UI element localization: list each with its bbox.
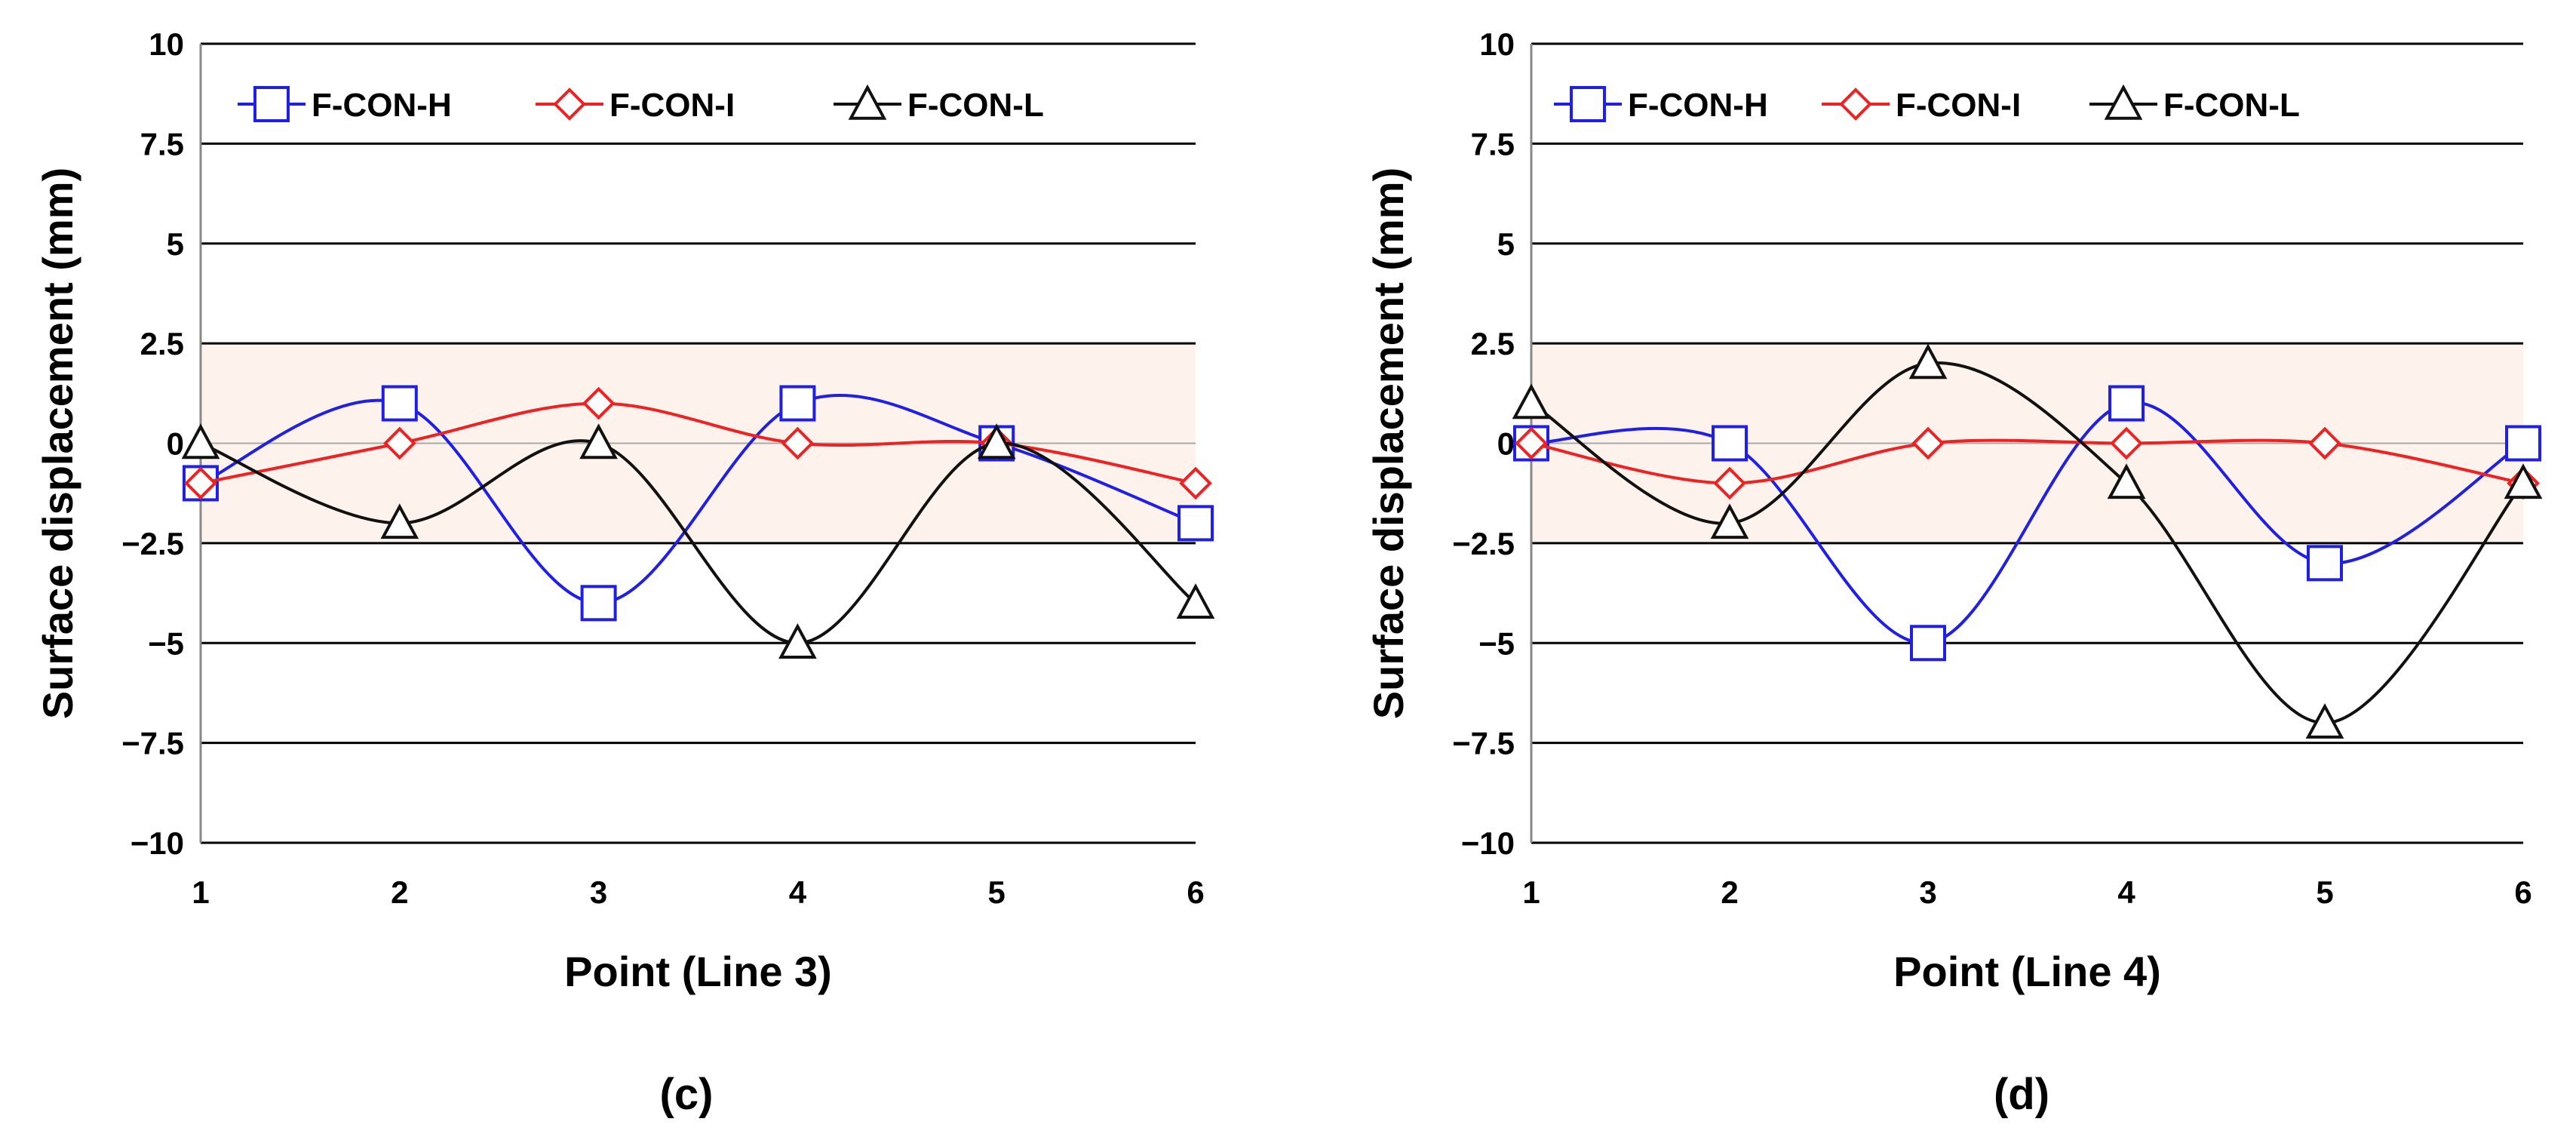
x-tick-label: 3 [590, 874, 607, 910]
data-point-f-con-h [1712, 425, 1748, 462]
series-line-f-con-i [1531, 438, 2524, 485]
data-point-f-con-l [181, 423, 220, 459]
legend-marker [848, 84, 887, 120]
x-tick-label: 5 [2316, 874, 2333, 910]
series-line-f-con-l [1530, 361, 2525, 725]
legend-label: F-CON-I [609, 87, 735, 124]
data-point-f-con-i [184, 466, 217, 500]
x-tick-label: 1 [192, 874, 209, 910]
chart-panel-1: 10 7.5 5 2.5 0 −2.5 −5 −7.5 −101 2 3 4 5 6 Point (Line… [34, 26, 1215, 1119]
data-point-f-con-i [2110, 426, 2143, 460]
data-point-f-con-l [579, 423, 618, 459]
legend-marker [2104, 84, 2143, 120]
data-point-f-con-l [977, 423, 1016, 459]
data-point-f-con-h [1910, 625, 1946, 662]
y-tick-label: 7.5 [1471, 126, 1515, 161]
data-point-f-con-i [382, 426, 416, 460]
legend-label: F-CON-L [2163, 87, 2300, 124]
x-tick-label: 6 [2514, 874, 2531, 910]
panel-label: (c) [660, 1070, 714, 1119]
x-tick-label: 1 [1522, 874, 1540, 910]
y-tick-label: −10 [130, 825, 184, 861]
y-tick-label: −7.5 [121, 726, 184, 761]
y-tick-label: −5 [1478, 625, 1515, 661]
legend-entry-f-con-l: F-CON-L [834, 84, 1044, 124]
data-point-f-con-l [1908, 343, 1948, 380]
y-tick-label: 0 [1497, 426, 1515, 462]
legend-entry-f-con-h: F-CON-H [1554, 86, 1768, 124]
y-axis-title: Surface displacement (mm) [34, 167, 81, 719]
data-point-f-con-l [380, 503, 419, 539]
legend-entry-f-con-h: F-CON-H [238, 86, 452, 124]
data-point-f-con-i [1179, 466, 1212, 500]
x-tick-label: 2 [1721, 874, 1738, 910]
data-point-f-con-l [1512, 383, 1551, 420]
data-point-f-con-h [1177, 505, 1214, 542]
y-tick-label: 2.5 [1471, 326, 1515, 361]
data-point-f-con-h [2307, 545, 2343, 582]
y-tick-label: −5 [148, 625, 184, 661]
data-point-f-con-i [1515, 426, 1548, 460]
data-point-f-con-h [2505, 425, 2541, 462]
y-tick-label: −2.5 [1452, 526, 1515, 561]
data-point-f-con-i [781, 426, 815, 460]
legend-label: F-CON-H [1628, 87, 1768, 124]
legend-marker [253, 86, 290, 122]
data-point-f-con-i [1713, 466, 1746, 500]
y-tick-label: 5 [167, 226, 184, 262]
x-axis-title: Point (Line 3) [564, 948, 832, 995]
x-axis-title: Point (Line 4) [1893, 948, 2161, 995]
y-tick-label: 10 [149, 26, 184, 62]
legend-label: F-CON-H [312, 87, 452, 124]
legend-label: F-CON-I [1896, 87, 2021, 124]
data-point-f-con-l [2305, 702, 2344, 739]
data-point-f-con-i [582, 386, 616, 420]
data-point-f-con-h [580, 585, 617, 622]
data-point-f-con-l [778, 623, 817, 659]
x-tick-label: 6 [1187, 874, 1204, 910]
chart-panel-2: 10 7.5 5 2.5 0 −2.5 −5 −7.5 −101 2 3 4 5 6 Point (Line… [1365, 26, 2543, 1119]
data-point-f-con-i [1911, 426, 1945, 460]
y-axis-title: Surface displacement (mm) [1365, 167, 1412, 719]
data-point-f-con-l [2107, 463, 2146, 499]
x-tick-label: 4 [789, 874, 807, 910]
y-tick-label: 2.5 [140, 326, 184, 361]
data-point-f-con-h [2108, 385, 2145, 422]
data-point-f-con-l [1176, 583, 1215, 619]
legend-marker [1839, 88, 1872, 121]
legend-entry-f-con-i: F-CON-I [536, 87, 735, 124]
x-tick-label: 4 [2117, 874, 2135, 910]
legend-label: F-CON-L [907, 87, 1044, 124]
data-point-f-con-h [779, 385, 816, 422]
y-tick-label: 0 [167, 426, 184, 462]
legend-entry-f-con-l: F-CON-L [2089, 84, 2300, 124]
y-tick-label: 7.5 [140, 126, 184, 161]
panel-label: (d) [1994, 1070, 2049, 1119]
y-tick-label: 5 [1497, 226, 1515, 262]
data-point-f-con-i [2308, 426, 2341, 460]
y-tick-label: −7.5 [1452, 726, 1515, 761]
legend-marker [553, 88, 586, 121]
data-point-f-con-l [2504, 463, 2543, 499]
x-tick-label: 2 [391, 874, 408, 910]
x-tick-label: 5 [988, 874, 1006, 910]
y-tick-label: −2.5 [121, 526, 184, 561]
y-tick-label: 10 [1479, 26, 1515, 62]
legend-marker [1570, 86, 1606, 122]
data-point-f-con-h [381, 385, 418, 422]
y-tick-label: −10 [1461, 825, 1515, 861]
data-point-f-con-l [1710, 503, 1749, 539]
legend-entry-f-con-i: F-CON-I [1822, 87, 2021, 124]
x-tick-label: 3 [1919, 874, 1936, 910]
